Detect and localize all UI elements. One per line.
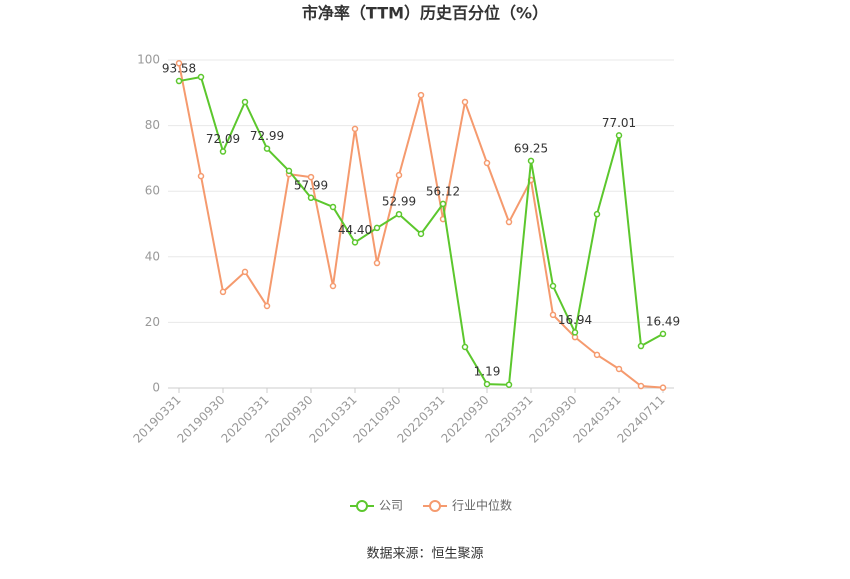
point <box>307 194 315 202</box>
x-tick-label: 20240711 <box>615 393 668 446</box>
point <box>219 288 227 296</box>
point <box>461 343 469 351</box>
point <box>483 159 491 167</box>
value-label: 56.12 <box>426 184 460 198</box>
point <box>483 380 491 388</box>
y-tick-label: 20 <box>145 315 160 329</box>
point <box>197 172 205 180</box>
legend-label: 行业中位数 <box>452 498 512 513</box>
point <box>197 73 205 81</box>
point <box>637 342 645 350</box>
legend-label: 公司 <box>379 499 403 513</box>
point <box>373 224 381 232</box>
point <box>285 167 293 175</box>
legend-marker <box>356 500 368 512</box>
value-label: 16.49 <box>646 314 680 328</box>
point <box>417 230 425 238</box>
legend-marker <box>429 500 442 512</box>
point <box>329 203 337 211</box>
y-tick-label: 60 <box>145 184 160 198</box>
point <box>637 382 645 390</box>
point <box>263 145 271 152</box>
value-label: 16.94 <box>558 313 592 327</box>
point <box>549 311 557 319</box>
y-tick-label: 80 <box>145 118 160 132</box>
point <box>659 384 667 391</box>
point <box>395 210 403 218</box>
value-label: 72.99 <box>250 129 284 143</box>
point <box>505 381 513 388</box>
value-label: 57.99 <box>294 178 328 192</box>
y-tick-label: 40 <box>145 249 160 263</box>
point <box>241 98 249 106</box>
point <box>461 98 469 106</box>
point <box>351 239 359 246</box>
point <box>175 60 183 67</box>
series-line <box>178 63 664 389</box>
point <box>329 282 337 290</box>
y-tick-label: 0 <box>152 381 160 395</box>
value-label: 77.01 <box>602 116 636 130</box>
chart-title: 市净率（TTM）历史百分位（%） <box>302 4 548 23</box>
value-label: 44.40 <box>338 223 372 237</box>
point <box>571 329 579 336</box>
source: 数据来源：恒生聚源 <box>366 547 483 562</box>
point <box>417 91 425 99</box>
point <box>373 259 381 267</box>
value-label: 93.58 <box>162 62 196 76</box>
point <box>505 218 513 226</box>
point <box>263 302 271 310</box>
point <box>395 171 403 179</box>
point <box>593 351 601 359</box>
point <box>659 330 667 338</box>
value-label: 1.19 <box>474 365 501 379</box>
point <box>615 132 623 139</box>
point <box>593 210 601 218</box>
point <box>219 148 227 155</box>
point <box>241 268 249 276</box>
point <box>527 157 535 165</box>
value-label: 69.25 <box>514 141 548 155</box>
point <box>351 125 359 133</box>
value-label: 72.09 <box>206 132 240 146</box>
point <box>615 365 623 373</box>
point <box>307 173 315 181</box>
point <box>549 282 557 290</box>
value-label: 52.99 <box>382 195 416 209</box>
point <box>175 77 183 85</box>
point <box>439 200 447 208</box>
y-tick-label: 100 <box>137 53 160 67</box>
